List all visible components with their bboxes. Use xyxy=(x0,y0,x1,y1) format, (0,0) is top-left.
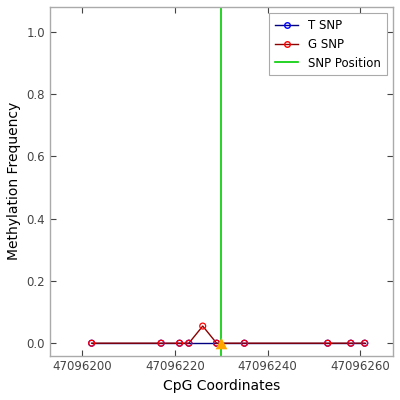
Point xyxy=(214,340,220,346)
Point xyxy=(88,340,95,346)
Point xyxy=(214,340,220,346)
Point xyxy=(362,340,368,346)
Point xyxy=(362,340,368,346)
Legend: T SNP, G SNP, SNP Position: T SNP, G SNP, SNP Position xyxy=(269,13,387,76)
Point xyxy=(200,323,206,329)
Point xyxy=(324,340,331,346)
Point xyxy=(241,340,248,346)
Point xyxy=(348,340,354,346)
Point xyxy=(324,340,331,346)
Point xyxy=(158,340,164,346)
Point xyxy=(158,340,164,346)
Point xyxy=(176,340,183,346)
Point xyxy=(348,340,354,346)
Point xyxy=(241,340,248,346)
Point xyxy=(176,340,183,346)
Point xyxy=(88,340,95,346)
Y-axis label: Methylation Frequency: Methylation Frequency xyxy=(7,102,21,260)
Point xyxy=(186,340,192,346)
X-axis label: CpG Coordinates: CpG Coordinates xyxy=(163,379,280,393)
Point xyxy=(186,340,192,346)
Point xyxy=(218,340,224,346)
